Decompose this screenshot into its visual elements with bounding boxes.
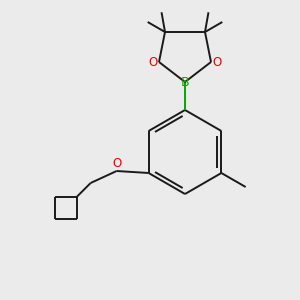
Text: O: O (149, 56, 158, 68)
Text: O: O (212, 56, 221, 68)
Text: O: O (112, 157, 121, 170)
Text: B: B (181, 76, 189, 89)
